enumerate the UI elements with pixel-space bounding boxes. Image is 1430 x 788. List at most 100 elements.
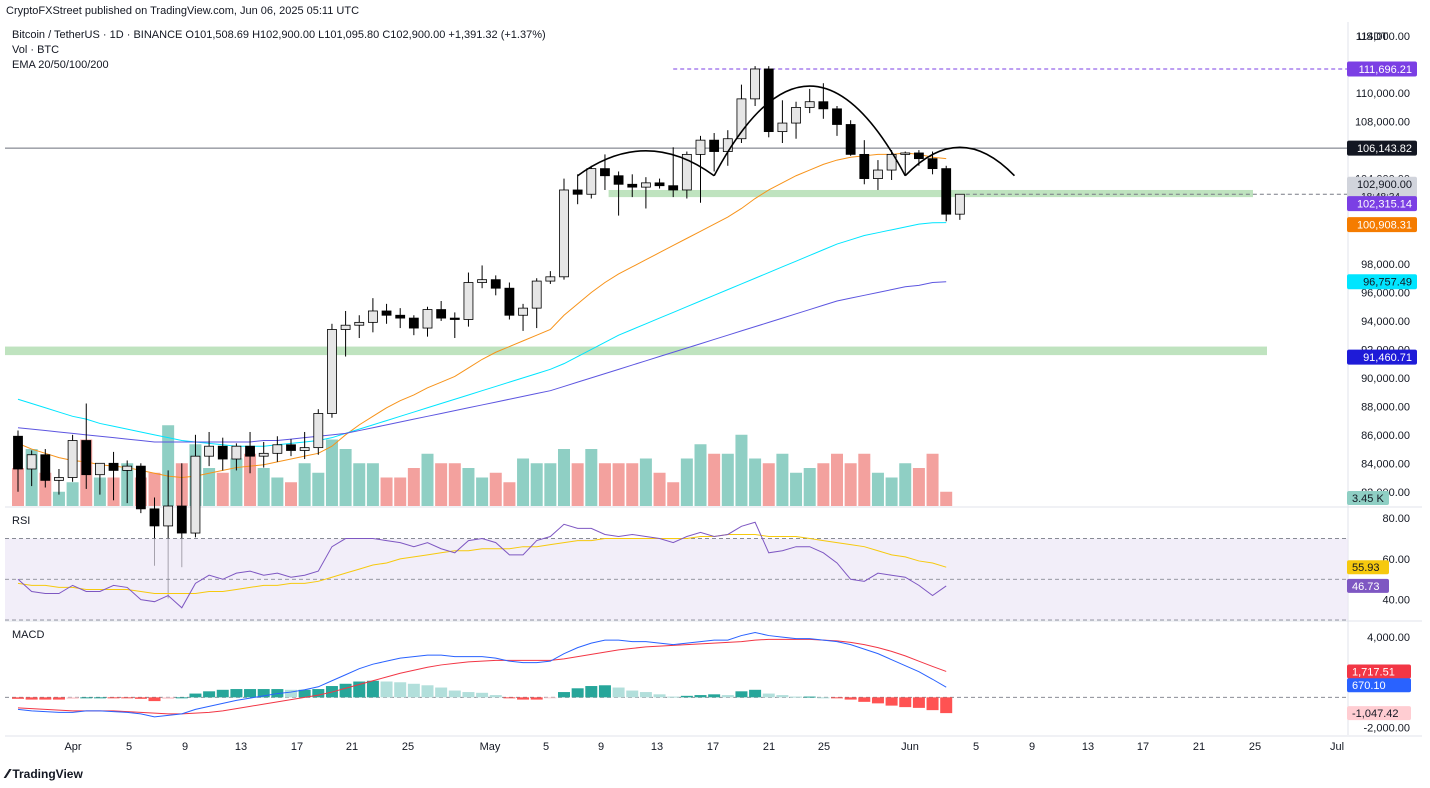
candle-body [559,189,569,278]
x-tick-label: 9 [182,741,188,753]
macd-histogram-bar [912,697,925,708]
macd-histogram-bar [626,690,639,698]
price-tick-label: 96,000.00 [1361,287,1410,299]
volume-bar [435,463,448,506]
volume-bar [66,482,79,506]
volume-bar [448,463,461,506]
macd-histogram-bar [790,696,803,698]
volume-bar [271,477,284,506]
volume-bar [735,434,748,506]
candle-body [504,287,515,316]
tradingview-brand[interactable]: ⁄⁄ TradingView [6,766,83,781]
candle [54,468,64,495]
candle-body [327,329,337,414]
candle-body [286,444,296,451]
candle-body [914,152,924,160]
macd-histogram-bar [107,697,120,699]
volume-bar [544,463,557,506]
volume-bar [517,458,530,506]
macd-histogram-bar [489,695,502,698]
candle [477,265,488,289]
volume-bar [312,472,325,506]
macd-value-text: 670.10 [1352,680,1386,692]
candle [13,430,23,492]
price-label-text: 102,315.14 [1357,199,1412,211]
volume-bar [940,491,953,506]
macd-tick-label: -2,000.00 [1364,722,1410,734]
macd-histogram-bar [680,695,693,698]
volume-bar [762,463,775,506]
x-tick-label: 13 [1082,741,1094,753]
volume-bar [721,453,734,506]
candle [313,409,324,455]
x-tick-label: 5 [543,741,549,753]
candle-body [613,175,624,185]
price-label-box [1347,196,1417,212]
candle [886,150,897,181]
macd-histogram-bar [52,697,65,700]
volume-bar [394,477,407,506]
candle [709,133,720,172]
x-tick-label: 25 [402,741,414,753]
macd-value-label: 670.10 [1347,678,1411,693]
candle [818,83,829,119]
macd-histogram-bar [421,685,434,698]
candle [531,278,542,329]
candle [231,443,242,471]
volume-bar [462,468,475,506]
candle [408,315,419,336]
candle-body [886,153,897,171]
macd-histogram-bar [803,696,816,698]
candle [272,436,283,462]
volume-bar [353,463,366,506]
support-zone [608,189,1253,198]
macd-histogram-bar [844,697,857,700]
macd-histogram-bar [448,690,461,698]
candle [791,101,801,139]
macd-histogram-bar [189,693,202,698]
macd-histogram-bar [940,697,953,714]
ema-legend[interactable]: EMA 20/50/100/200 [12,59,109,71]
macd-histogram-bar [39,697,52,700]
candle [354,315,365,339]
candle-body [654,182,665,187]
macd-histogram-bar [312,689,325,698]
volume-bar [639,458,652,506]
price-tick-label: 114,000.00 [1356,31,1410,43]
macd-histogram-bar [476,692,489,698]
macd-histogram-bar [694,695,707,698]
volume-bar [776,453,789,506]
candle-body [763,68,774,133]
symbol-legend[interactable]: Bitcoin / TetherUS · 1D · BINANCE O101,5… [12,29,546,41]
price-label-text: 106,143.82 [1357,143,1412,155]
volume-bar [162,425,175,506]
macd-histogram-bar [598,685,611,698]
candle-body [122,465,133,471]
candle-body [818,101,829,110]
macd-tick-label: 4,000.00 [1367,632,1410,644]
macd-histogram-bar [749,689,762,698]
macd-value-text: -1,047.42 [1352,708,1398,720]
candle-body [163,505,174,527]
price-tick-label: 94,000.00 [1361,316,1410,328]
price-tick-label: 110,000.00 [1356,88,1410,100]
tradingview-logo-icon: ⁄⁄ [6,766,10,781]
rsi-value-label: 46.73 [1347,578,1389,593]
candle-body [859,153,870,179]
macd-value-label: -1,047.42 [1347,706,1411,721]
volume-bar [858,453,871,506]
macd-value-box [1347,664,1411,679]
price-label-text: 91,460.71 [1363,352,1412,364]
brand-label: TradingView [12,767,83,781]
candle [654,178,665,189]
candle [108,451,119,501]
volume-legend[interactable]: Vol · BTC [12,44,60,56]
price-label: 100,908.31 [1347,217,1417,233]
rsi-value-box [1347,560,1389,575]
volume-bar [926,453,939,506]
candle [463,272,474,327]
volume-bar [476,477,489,506]
volume-label: 3.45 K [1347,491,1389,505]
macd-histogram-bar [735,691,748,698]
